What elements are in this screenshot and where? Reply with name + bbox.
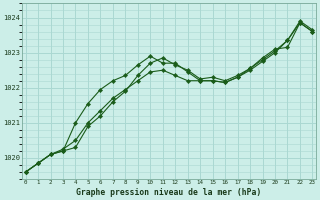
X-axis label: Graphe pression niveau de la mer (hPa): Graphe pression niveau de la mer (hPa)	[76, 188, 262, 197]
